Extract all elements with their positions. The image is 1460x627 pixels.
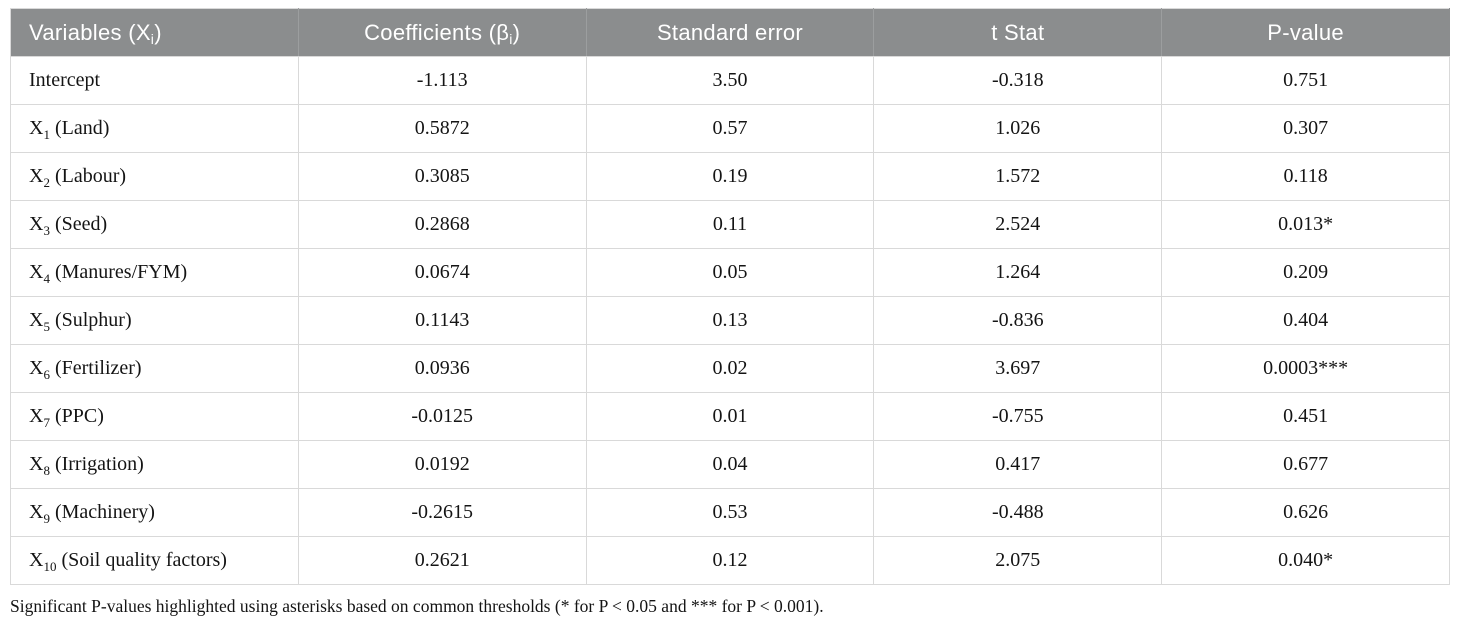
table-row: X9 (Machinery) -0.2615 0.53 -0.488 0.626 bbox=[10, 488, 1450, 537]
subscript: 7 bbox=[43, 415, 50, 430]
table-row: X3 (Seed) 0.2868 0.11 2.524 0.013* bbox=[10, 200, 1450, 249]
cell-coefficient: 0.1143 bbox=[297, 296, 587, 345]
cell-t-stat: 1.264 bbox=[873, 248, 1163, 297]
cell-p-value: 0.677 bbox=[1161, 440, 1450, 489]
cell-coefficient: 0.0674 bbox=[297, 248, 587, 297]
cell-standard-error: 0.05 bbox=[585, 248, 875, 297]
cell-t-stat: -0.318 bbox=[873, 56, 1163, 105]
cell-coefficient: 0.0936 bbox=[297, 344, 587, 393]
cell-t-stat: 0.417 bbox=[873, 440, 1163, 489]
cell-variable: Intercept bbox=[10, 56, 299, 105]
cell-p-value: 0.040* bbox=[1161, 536, 1450, 585]
header-cell-variables: Variables (Xi) bbox=[10, 8, 299, 57]
cell-p-value: 0.404 bbox=[1161, 296, 1450, 345]
cell-p-value: 0.451 bbox=[1161, 392, 1450, 441]
subscript: 3 bbox=[43, 223, 50, 238]
cell-coefficient: -0.0125 bbox=[297, 392, 587, 441]
cell-standard-error: 0.12 bbox=[585, 536, 875, 585]
table-row: Intercept -1.113 3.50 -0.318 0.751 bbox=[10, 56, 1450, 105]
table-body: Intercept -1.113 3.50 -0.318 0.751 X1 (Land) 0… bbox=[10, 56, 1450, 585]
cell-p-value: 0.013* bbox=[1161, 200, 1450, 249]
cell-t-stat: -0.836 bbox=[873, 296, 1163, 345]
table-row: X8 (Irrigation) 0.0192 0.04 0.417 0.677 bbox=[10, 440, 1450, 489]
cell-p-value: 0.307 bbox=[1161, 104, 1450, 153]
subscript: 1 bbox=[43, 127, 50, 142]
cell-coefficient: 0.2868 bbox=[297, 200, 587, 249]
header-cell-standard-error: Standard error bbox=[586, 8, 875, 57]
subscript: 9 bbox=[43, 511, 50, 526]
cell-standard-error: 3.50 bbox=[585, 56, 875, 105]
cell-variable: X6 (Fertilizer) bbox=[10, 344, 299, 393]
cell-standard-error: 0.53 bbox=[585, 488, 875, 537]
cell-p-value: 0.118 bbox=[1161, 152, 1450, 201]
cell-variable: X1 (Land) bbox=[10, 104, 299, 153]
cell-standard-error: 0.02 bbox=[585, 344, 875, 393]
table-row: X6 (Fertilizer) 0.0936 0.02 3.697 0.0003*** bbox=[10, 344, 1450, 393]
cell-variable: X9 (Machinery) bbox=[10, 488, 299, 537]
cell-p-value: 0.209 bbox=[1161, 248, 1450, 297]
header-row: Variables (Xi) Coefficients (βi) Standard … bbox=[10, 8, 1450, 57]
cell-standard-error: 0.01 bbox=[585, 392, 875, 441]
cell-variable: X7 (PPC) bbox=[10, 392, 299, 441]
cell-coefficient: 0.5872 bbox=[297, 104, 587, 153]
cell-coefficient: 0.3085 bbox=[297, 152, 587, 201]
table-row: X5 (Sulphur) 0.1143 0.13 -0.836 0.404 bbox=[10, 296, 1450, 345]
cell-coefficient: -0.2615 bbox=[297, 488, 587, 537]
table-row: X4 (Manures/FYM) 0.0674 0.05 1.264 0.209 bbox=[10, 248, 1450, 297]
cell-coefficient: -1.113 bbox=[297, 56, 587, 105]
cell-coefficient: 0.0192 bbox=[297, 440, 587, 489]
cell-variable: X2 (Labour) bbox=[10, 152, 299, 201]
table-row: X7 (PPC) -0.0125 0.01 -0.755 0.451 bbox=[10, 392, 1450, 441]
cell-variable: X10 (Soil quality factors) bbox=[10, 536, 299, 585]
regression-results-table: Variables (Xi) Coefficients (βi) Standard … bbox=[10, 8, 1450, 585]
cell-variable: X3 (Seed) bbox=[10, 200, 299, 249]
cell-variable: X5 (Sulphur) bbox=[10, 296, 299, 345]
subscript: i bbox=[150, 30, 155, 47]
subscript: 10 bbox=[43, 559, 57, 574]
cell-t-stat: 2.075 bbox=[873, 536, 1163, 585]
table-row: X10 (Soil quality factors) 0.2621 0.12 2.07… bbox=[10, 536, 1450, 585]
table-footnote: Significant P-values highlighted using a… bbox=[10, 596, 824, 616]
cell-variable: X4 (Manures/FYM) bbox=[10, 248, 299, 297]
subscript: 8 bbox=[43, 463, 50, 478]
cell-standard-error: 0.19 bbox=[585, 152, 875, 201]
cell-t-stat: 1.572 bbox=[873, 152, 1163, 201]
subscript: 4 bbox=[43, 271, 50, 286]
header-cell-p-value: P-value bbox=[1161, 8, 1450, 57]
cell-p-value: 0.0003*** bbox=[1161, 344, 1450, 393]
cell-t-stat: 3.697 bbox=[873, 344, 1163, 393]
cell-standard-error: 0.57 bbox=[585, 104, 875, 153]
cell-standard-error: 0.11 bbox=[585, 200, 875, 249]
cell-standard-error: 0.13 bbox=[585, 296, 875, 345]
cell-coefficient: 0.2621 bbox=[297, 536, 587, 585]
header-cell-coefficients: Coefficients (βi) bbox=[298, 8, 587, 57]
cell-p-value: 0.751 bbox=[1161, 56, 1450, 105]
table-row: X1 (Land) 0.5872 0.57 1.026 0.307 bbox=[10, 104, 1450, 153]
cell-t-stat: 1.026 bbox=[873, 104, 1163, 153]
cell-t-stat: -0.755 bbox=[873, 392, 1163, 441]
subscript: 5 bbox=[43, 319, 50, 334]
table-header: Variables (Xi) Coefficients (βi) Standard … bbox=[10, 8, 1450, 57]
cell-p-value: 0.626 bbox=[1161, 488, 1450, 537]
header-cell-t-stat: t Stat bbox=[873, 8, 1163, 57]
subscript: 2 bbox=[43, 175, 50, 190]
subscript: i bbox=[509, 30, 513, 47]
table-row: X2 (Labour) 0.3085 0.19 1.572 0.118 bbox=[10, 152, 1450, 201]
cell-standard-error: 0.04 bbox=[585, 440, 875, 489]
subscript: 6 bbox=[43, 367, 50, 382]
cell-t-stat: 2.524 bbox=[873, 200, 1163, 249]
cell-t-stat: -0.488 bbox=[873, 488, 1163, 537]
cell-variable: X8 (Irrigation) bbox=[10, 440, 299, 489]
